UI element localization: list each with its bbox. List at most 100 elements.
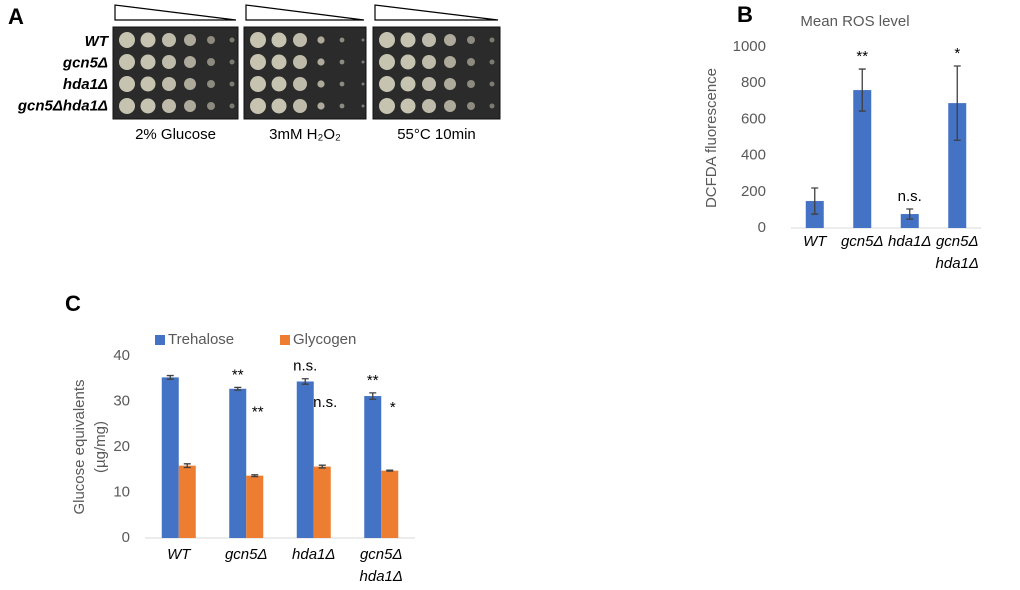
colony-spot (207, 58, 215, 66)
error-bar (906, 208, 914, 220)
colony-spot (361, 104, 365, 108)
significance-label: ** (856, 48, 868, 65)
colony-spot (184, 78, 196, 90)
significance-label: n.s. (293, 358, 317, 375)
bar (900, 214, 919, 228)
strain-label: WT (85, 33, 110, 50)
y-tick-label: 800 (741, 74, 766, 91)
y-tick-label: 20 (113, 438, 130, 455)
colony-spot (361, 82, 365, 86)
colony-spot (293, 55, 307, 69)
dilution-wedge (374, 4, 499, 21)
panel-letter: B (737, 2, 753, 27)
y-tick-label: 10 (113, 483, 130, 500)
colony-spot (271, 76, 287, 92)
colony-spot (400, 76, 416, 92)
colony-spot (379, 32, 395, 48)
bar (161, 377, 179, 538)
significance-label: ** (252, 404, 264, 421)
bar (364, 396, 382, 538)
colony-spot (119, 32, 135, 48)
colony-spot (140, 54, 156, 70)
error-bar (318, 464, 326, 469)
panel-letter: A (8, 4, 24, 29)
condition-label: 2% Glucose (135, 126, 216, 143)
colony-spot (489, 37, 495, 43)
colony-spot (271, 32, 287, 48)
colony-spot (444, 34, 456, 46)
colony-spot (119, 76, 135, 92)
y-tick-label: 200 (741, 183, 766, 200)
legend-swatch (155, 335, 165, 345)
colony-spot (162, 55, 176, 69)
colony-spot (140, 98, 156, 114)
colony-spot (119, 98, 135, 114)
colony-spot (140, 32, 156, 48)
colony-spot (317, 80, 325, 88)
colony-spot (293, 77, 307, 91)
colony-spot (250, 98, 266, 114)
colony-spot (293, 33, 307, 47)
colony-spot (361, 60, 365, 64)
colony-spot (379, 54, 395, 70)
strain-label: gcn5Δ (62, 54, 108, 71)
colony-spot (489, 103, 495, 109)
bar (853, 90, 872, 228)
y-tick-label: 30 (113, 392, 130, 409)
x-tick-label: gcn5Δ hda1Δ (360, 546, 403, 585)
colony-spot (184, 56, 196, 68)
bar (296, 381, 314, 538)
x-tick-label: hda1Δ (292, 546, 335, 563)
dilution-wedge (114, 4, 237, 21)
y-tick-label: 600 (741, 110, 766, 127)
colony-spot (162, 33, 176, 47)
x-tick-label: gcn5Δ hda1Δ (936, 233, 979, 272)
colony-spot (229, 81, 235, 87)
bar (178, 465, 196, 538)
colony-spot (444, 100, 456, 112)
error-bar (166, 374, 174, 380)
colony-spot (339, 81, 345, 87)
y-tick-label: 0 (758, 219, 766, 236)
condition-label: 55°C 10min (397, 126, 476, 143)
colony-spot (271, 54, 287, 70)
colony-spot (207, 80, 215, 88)
condition-label: 3mM H₂O₂ (269, 126, 341, 143)
error-bar (858, 68, 866, 112)
legend-label: Glycogen (293, 331, 356, 348)
x-tick-label: gcn5Δ (225, 546, 268, 563)
strain-label: hda1Δ (63, 76, 108, 93)
colony-spot (229, 59, 235, 65)
y-tick-label: 1000 (733, 38, 766, 55)
colony-spot (339, 103, 345, 109)
colony-spot (317, 102, 325, 110)
significance-label: n.s. (313, 394, 337, 411)
error-bar (234, 386, 242, 391)
significance-label: n.s. (898, 188, 922, 205)
error-bar (953, 65, 961, 141)
colony-spot (379, 76, 395, 92)
y-tick-label: 40 (113, 347, 130, 364)
colony-spot (317, 36, 325, 44)
significance-label: ** (232, 366, 244, 383)
colony-spot (293, 99, 307, 113)
colony-spot (467, 58, 475, 66)
x-tick-label: WT (167, 546, 192, 563)
dilution-wedge (245, 4, 365, 21)
error-bar (301, 378, 309, 385)
significance-label: * (954, 45, 960, 62)
colony-spot (400, 54, 416, 70)
legend-swatch (280, 335, 290, 345)
colony-spot (162, 77, 176, 91)
bar (381, 470, 399, 538)
error-bar (183, 463, 191, 469)
colony-spot (489, 59, 495, 65)
significance-label: ** (367, 372, 379, 389)
colony-spot (379, 98, 395, 114)
strain-label: gcn5Δhda1Δ (17, 97, 108, 114)
colony-spot (339, 59, 345, 65)
colony-spot (422, 55, 436, 69)
colony-spot (250, 54, 266, 70)
error-bar (251, 474, 259, 478)
